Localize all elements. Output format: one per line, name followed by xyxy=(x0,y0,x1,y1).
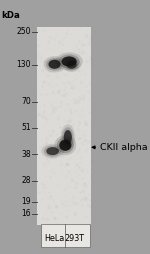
Text: CKII alpha: CKII alpha xyxy=(100,143,148,152)
Ellipse shape xyxy=(46,58,63,71)
Ellipse shape xyxy=(46,147,59,155)
Ellipse shape xyxy=(54,135,76,155)
Text: HeLa: HeLa xyxy=(44,234,64,243)
Text: kDa: kDa xyxy=(1,11,20,20)
Ellipse shape xyxy=(57,137,74,153)
Text: 51: 51 xyxy=(21,123,31,132)
Ellipse shape xyxy=(44,146,62,157)
Ellipse shape xyxy=(63,57,81,72)
Text: 28: 28 xyxy=(22,176,31,185)
Text: 38: 38 xyxy=(21,150,31,159)
Ellipse shape xyxy=(64,59,79,70)
Ellipse shape xyxy=(41,144,64,158)
Bar xyxy=(40,224,90,247)
Ellipse shape xyxy=(64,130,72,144)
Ellipse shape xyxy=(62,127,74,147)
Ellipse shape xyxy=(59,140,71,151)
Text: 16: 16 xyxy=(21,209,31,218)
Ellipse shape xyxy=(44,56,65,72)
Ellipse shape xyxy=(55,52,83,71)
Ellipse shape xyxy=(61,56,77,67)
Text: 70: 70 xyxy=(21,97,31,106)
Text: 250: 250 xyxy=(16,27,31,36)
Text: 293T: 293T xyxy=(64,234,84,243)
Text: 130: 130 xyxy=(16,60,31,69)
Ellipse shape xyxy=(67,61,77,69)
Ellipse shape xyxy=(58,54,80,69)
Bar xyxy=(37,27,91,225)
Ellipse shape xyxy=(61,124,75,150)
Ellipse shape xyxy=(48,60,61,69)
Text: 19: 19 xyxy=(21,197,31,207)
